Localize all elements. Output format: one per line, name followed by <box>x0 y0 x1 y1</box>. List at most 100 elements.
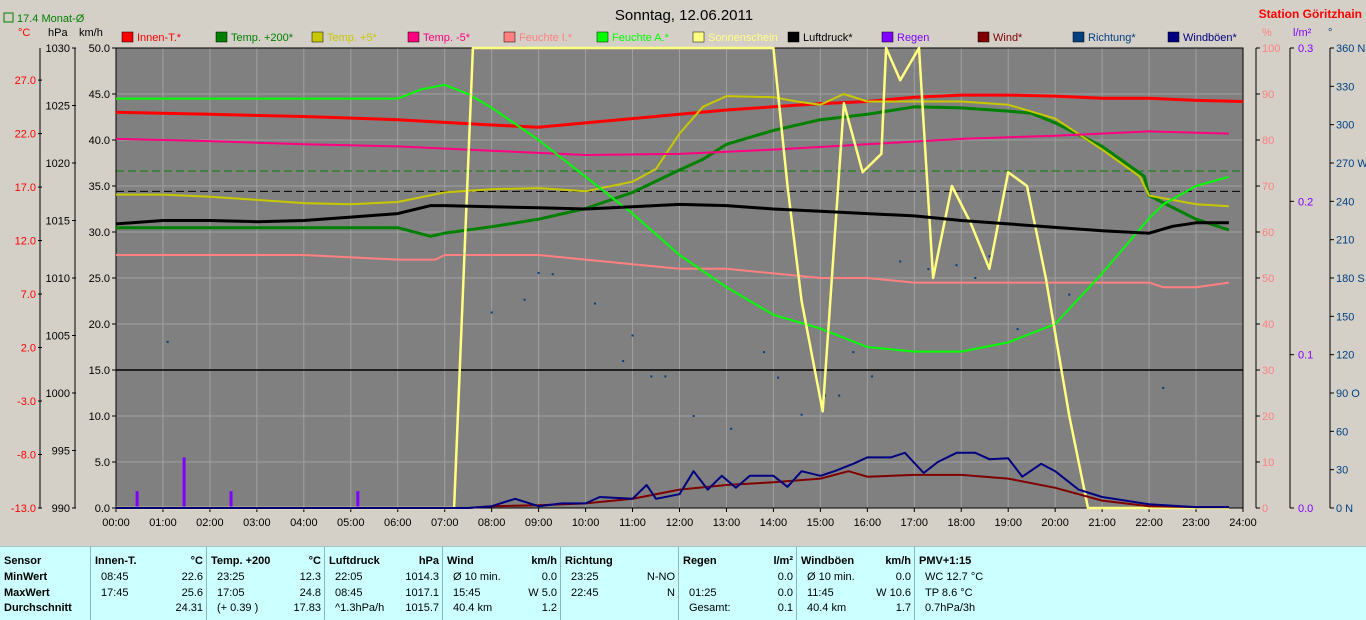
rain-bar <box>135 491 139 508</box>
legend-label-regen: Regen <box>897 32 929 44</box>
summary-cell-right: N <box>667 587 675 599</box>
chart-title: Sonntag, 12.06.2011 <box>615 7 753 24</box>
summary-col-header: Windböen km/h <box>801 555 911 570</box>
direction-tick-label: 360 N <box>1336 43 1365 55</box>
direction-unit-label: ° <box>1328 27 1332 39</box>
direction-point <box>974 277 977 279</box>
direction-tick-label: 30 <box>1336 465 1348 477</box>
summary-row: 40.4 km 1.2 <box>447 602 557 617</box>
x-tick-label: 05:00 <box>337 517 365 529</box>
legend-swatch-sonnenschein <box>692 31 705 43</box>
summary-col-header: PMV+1:15 <box>919 555 1017 570</box>
speed-tick-label: 30.0 <box>89 227 110 239</box>
percent-tick-label: 70 <box>1262 181 1274 193</box>
x-tick-label: 01:00 <box>149 517 177 529</box>
summary-cell-right: 1017.1 <box>405 587 439 599</box>
direction-point <box>871 375 874 378</box>
summary-col-header: Luftdruck hPa <box>329 555 439 570</box>
summary-col: Temp. +200 °C 23:25 12.3 17:05 24.8 (+ 0.39 ) 1… <box>206 547 325 620</box>
summary-row: WC 12.7 °C <box>919 571 1017 586</box>
direction-point <box>955 264 958 267</box>
rain-tick-label: 0.0 <box>1298 503 1313 515</box>
summary-cell-left: 40.4 km <box>453 602 493 614</box>
monthly-avg-label: 17.4 Monat-Ø <box>17 13 85 25</box>
temp-tick-label: 27.0 <box>15 75 36 87</box>
rain-bar <box>182 457 186 508</box>
legend: Innen-T.* Temp. +200* Temp. +5* Temp. -5* Fe… <box>121 31 1238 44</box>
x-tick-label: 20:00 <box>1041 517 1069 529</box>
summary-cell-right: 24.31 <box>175 602 203 614</box>
percent-tick-label: 30 <box>1262 365 1274 377</box>
legend-label-feuchte_i: Feuchte I.* <box>519 32 573 44</box>
rain-tick-label: 0.3 <box>1298 43 1313 55</box>
summary-row: 17:45 25.6 <box>95 587 203 602</box>
legend-label-sonnenschein: Sonnenschein <box>708 32 778 44</box>
series-line-innen_t <box>115 93 1244 129</box>
direction-point <box>1162 386 1165 389</box>
temp-unit-label: °C <box>18 27 30 39</box>
direction-point <box>800 413 803 416</box>
summary-row: Ø 10 min. 0.0 <box>447 571 557 586</box>
direction-tick-label: 120 <box>1336 350 1354 362</box>
series-line-feuchte_a <box>116 83 1230 353</box>
temp-tick-label: 2.0 <box>21 343 36 355</box>
speed-tick-label: 5.0 <box>95 457 110 469</box>
summary-row-label: MinWert <box>4 571 48 583</box>
summary-row: 08:45 1017.1 <box>329 587 439 602</box>
summary-col-header: Richtung <box>565 555 675 570</box>
summary-row: TP 8.6 °C <box>919 587 1017 602</box>
speed-tick-label: 35.0 <box>89 181 110 193</box>
direction-tick-label: 300 <box>1336 120 1354 132</box>
direction-point <box>899 260 902 263</box>
summary-cell-left: 17:45 <box>101 587 129 599</box>
legend-label-wind: Wind* <box>993 32 1023 44</box>
summary-row: Durchschnitt <box>4 602 86 617</box>
direction-tick-label: 150 <box>1336 311 1354 323</box>
pressure-tick-label: 1020 <box>46 158 70 170</box>
summary-cell-left: WC 12.7 °C <box>925 571 984 583</box>
summary-cell-left: 0.7hPa/3h <box>925 602 976 614</box>
x-tick-label: 21:00 <box>1088 517 1116 529</box>
x-tick-label: 15:00 <box>807 517 835 529</box>
summary-col-header: Temp. +200 °C <box>211 555 321 570</box>
pressure-unit-label: hPa <box>48 27 68 39</box>
direction-point <box>763 351 766 354</box>
legend-swatch-feuchte_i <box>503 31 516 43</box>
summary-header-label: Luftdruck <box>329 555 380 567</box>
axes: 00:00 01:00 02:00 03:00 04:00 05:00 06:00 07:00… <box>11 43 1366 529</box>
x-tick-label: 09:00 <box>525 517 553 529</box>
summary-col: Richtung 23:25 N-NO 22:45 N <box>560 547 679 620</box>
temp-tick-label: -8.0 <box>17 450 36 462</box>
summary-row: (+ 0.39 ) 17.83 <box>211 602 321 617</box>
x-tick-label: 11:00 <box>619 517 646 529</box>
temp-tick-label: 7.0 <box>21 289 36 301</box>
direction-tick-label: 90 O <box>1336 388 1360 400</box>
summary-cell-right: 12.3 <box>299 571 321 583</box>
legend-swatch-richtung <box>1072 31 1085 43</box>
legend-swatch-temp_m5 <box>407 31 420 43</box>
series-layer <box>115 46 1244 510</box>
summary-row: 15:45 W 5.0 <box>447 587 557 602</box>
legend-label-luftdruck: Luftdruck* <box>803 32 853 44</box>
summary-cell-left: 11:45 <box>807 587 834 599</box>
pressure-tick-label: 1025 <box>46 101 70 113</box>
summary-cell-right: 0.0 <box>777 587 793 599</box>
summary-cell-right: 0.0 <box>895 571 911 583</box>
legend-label-richtung: Richtung* <box>1088 32 1136 44</box>
percent-tick-label: 20 <box>1262 411 1274 423</box>
temp-tick-label: 17.0 <box>15 182 36 194</box>
summary-cell-right: 25.6 <box>181 587 203 599</box>
summary-cell-right: 1014.3 <box>405 571 439 583</box>
direction-point <box>631 334 634 337</box>
series-line-luftdruck <box>115 202 1229 235</box>
summary-header-unit: l/m² <box>773 555 793 567</box>
direction-point <box>490 311 493 314</box>
x-tick-label: 24:00 <box>1229 517 1257 529</box>
summary-cell-left: 40.4 km <box>807 602 847 614</box>
speed-tick-label: 25.0 <box>89 273 110 285</box>
x-tick-label: 17:00 <box>901 517 929 529</box>
direction-point <box>523 298 526 301</box>
series-line-feuchte_i <box>116 254 1230 289</box>
percent-tick-label: 90 <box>1262 89 1274 101</box>
rain-bar <box>356 491 360 508</box>
